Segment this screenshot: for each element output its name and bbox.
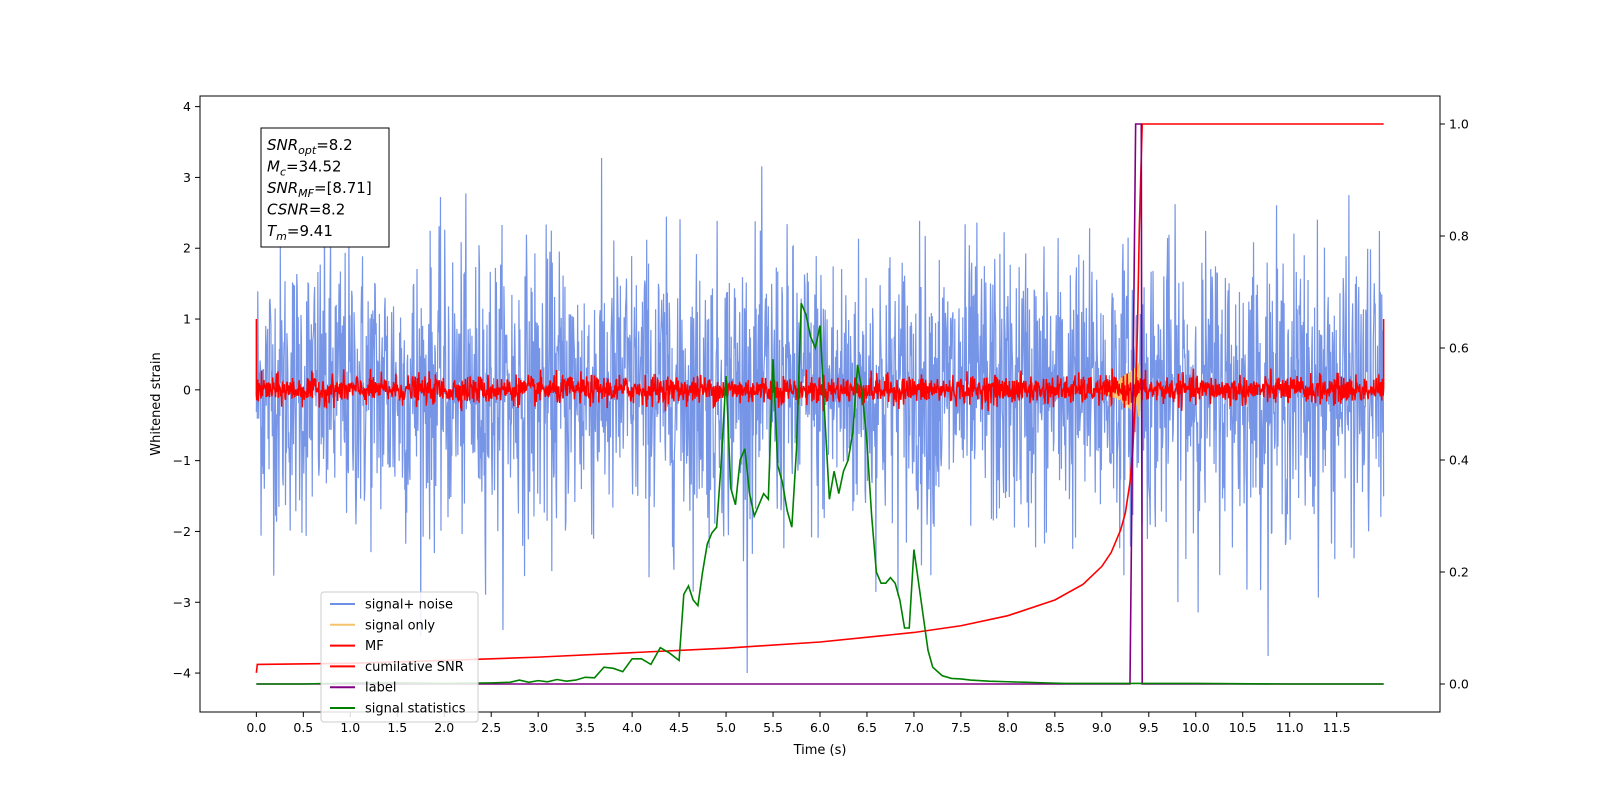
x-tick-label: 6.0 — [810, 720, 830, 735]
x-tick-label: 9.0 — [1092, 720, 1112, 735]
y-tick-label: 2 — [183, 241, 191, 256]
annotation-subscript: c — [280, 166, 286, 179]
legend-entry: signal only — [365, 618, 435, 633]
annotation-line: CSNR=8.2 — [267, 201, 345, 219]
annotation-value: =9.41 — [287, 222, 333, 240]
x-tick-label: 4.5 — [669, 720, 689, 735]
x-tick-label: 10.5 — [1229, 720, 1257, 735]
x-tick-label: 8.0 — [998, 720, 1018, 735]
x-tick-label: 0.5 — [293, 720, 313, 735]
y-tick-label: −4 — [173, 666, 191, 681]
annotation-symbol: CSNR — [267, 201, 309, 219]
annotation-symbol: T — [267, 222, 278, 240]
y-tick-label: 0 — [183, 382, 191, 397]
x-tick-label: 3.0 — [528, 720, 548, 735]
y2-tick-label: 1.0 — [1449, 117, 1469, 132]
y-tick-label: −2 — [173, 524, 191, 539]
annotation-box: SNRopt=8.2Mc=34.52SNRMF=[8.71]CSNR=8.2Tm… — [260, 127, 390, 248]
annotation-symbol: M — [267, 158, 280, 176]
x-tick-label: 0.0 — [246, 720, 266, 735]
x-tick-label: 3.5 — [575, 720, 595, 735]
y2-tick-label: 0.6 — [1449, 341, 1469, 356]
x-tick-label: 6.5 — [857, 720, 877, 735]
legend-entry: label — [365, 681, 396, 696]
series-cumulative-snr — [255, 123, 1384, 673]
legend: signal+ noise signal only MF cumilative SNR… — [320, 591, 479, 723]
annotation-symbol: SNR — [267, 136, 298, 154]
y-tick-label: −1 — [173, 453, 191, 468]
annotation-line: Mc=34.52 — [267, 158, 342, 179]
annotation-value: =8.2 — [316, 136, 352, 154]
x-tick-label: 4.0 — [622, 720, 642, 735]
annotation-frame — [260, 127, 390, 248]
annotation-symbol: SNR — [267, 179, 298, 197]
x-axis-label: Time (s) — [793, 743, 847, 758]
x-tick-label: 10.0 — [1182, 720, 1210, 735]
x-tick-label: 7.5 — [951, 720, 971, 735]
x-tick-label: 2.5 — [481, 720, 501, 735]
x-tick-label: 11.0 — [1276, 720, 1304, 735]
x-tick-label: 5.0 — [716, 720, 736, 735]
series-layer — [255, 123, 1385, 685]
annotation-line: SNRMF=[8.71] — [267, 179, 372, 200]
x-tick-label: 7.0 — [904, 720, 924, 735]
y-tick-label: −3 — [173, 595, 191, 610]
y2-tick-label: 0.8 — [1449, 229, 1469, 244]
y-tick-label: 1 — [183, 312, 191, 327]
axis-layer: 0.0 0.5 1.0 1.5 2.0 2.5 3.0 3.5 4.0 4.5 5.0 5.5 6.0 6… — [173, 99, 1469, 735]
y2-tick-label: 0.0 — [1449, 677, 1469, 692]
y-tick-label: 3 — [183, 170, 191, 185]
annotation-value: =34.52 — [286, 158, 342, 176]
annotation-value: =8.2 — [309, 201, 345, 219]
annotation-line: Tm=9.41 — [267, 222, 333, 243]
x-tick-label: 5.5 — [763, 720, 783, 735]
x-tick-label: 11.5 — [1323, 720, 1351, 735]
annotation-line: SNRopt=8.2 — [267, 136, 353, 157]
y2-tick-label: 0.4 — [1449, 453, 1469, 468]
series-mf — [255, 319, 1385, 412]
series-signal-noise — [255, 157, 1385, 674]
x-tick-label: 2.0 — [434, 720, 454, 735]
annotation-subscript: m — [276, 230, 287, 243]
annotation-value: =[8.71] — [314, 179, 372, 197]
y-tick-label: 4 — [183, 99, 191, 114]
x-tick-label: 1.5 — [387, 720, 407, 735]
series-signal-statistics — [256, 302, 1384, 685]
legend-entry: cumilative SNR — [365, 660, 464, 675]
y2-tick-label: 0.2 — [1449, 565, 1469, 580]
y-axis-label: Whitened strain — [149, 352, 164, 455]
annotation-subscript: opt — [298, 144, 317, 157]
annotation-subscript: MF — [298, 187, 314, 200]
x-tick-label: 8.5 — [1045, 720, 1065, 735]
legend-entry: MF — [365, 639, 384, 654]
legend-entry: signal+ noise — [365, 598, 453, 613]
legend-frame — [320, 591, 479, 723]
x-tick-label: 1.0 — [340, 720, 360, 735]
legend-entry: signal statistics — [365, 702, 466, 717]
x-tick-label: 9.5 — [1139, 720, 1159, 735]
